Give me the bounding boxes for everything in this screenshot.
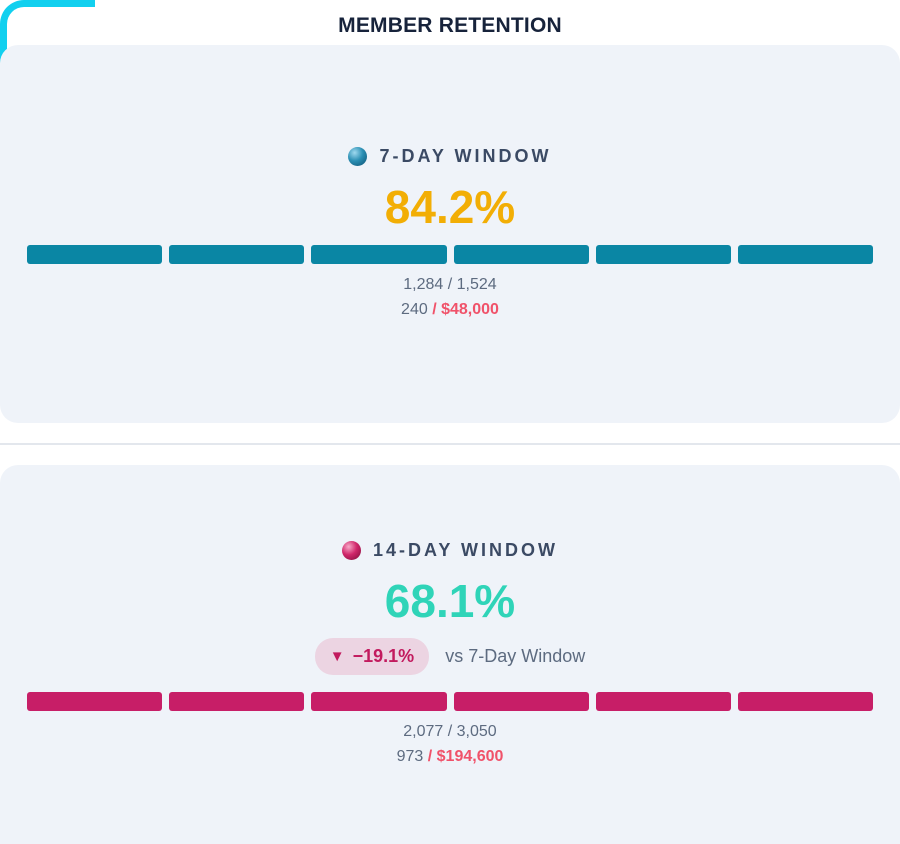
- page-title: MEMBER RETENTION: [338, 14, 562, 37]
- down-triangle-icon: ▼: [329, 648, 345, 665]
- seven-day-count: 240: [401, 301, 428, 318]
- bar-segment: [311, 692, 447, 711]
- frame-corner-top-left: [0, 0, 95, 95]
- seven-day-bar: [27, 245, 874, 264]
- fourteen-day-ratio: 2,077 / 3,050: [403, 723, 497, 740]
- fourteen-day-card: [0, 465, 900, 844]
- bar-segment: [737, 692, 874, 711]
- fourteen-day-bar: [27, 692, 874, 711]
- blue-sphere-icon: [348, 147, 368, 166]
- seven-day-percent: 84.2%: [384, 181, 516, 233]
- delta-value: −19.1%: [352, 646, 415, 666]
- seven-day-card: [0, 45, 900, 423]
- bar-segment: [169, 692, 305, 711]
- seven-day-ratio: 1,284 / 1,524: [403, 276, 497, 293]
- fourteen-day-header: 14-DAY WINDOW: [0, 540, 900, 561]
- bar-segment: [453, 692, 589, 711]
- section-divider: [0, 443, 900, 445]
- seven-day-money: / $48,000: [432, 301, 499, 318]
- fourteen-day-money: / $194,600: [427, 748, 504, 765]
- bar-segment: [27, 692, 163, 711]
- bar-segment: [453, 245, 589, 264]
- bar-segment: [169, 245, 305, 264]
- pink-sphere-icon: [341, 541, 361, 560]
- fourteen-day-label: 14-DAY WINDOW: [372, 540, 559, 560]
- seven-day-value-line: 240 / $48,000: [0, 301, 900, 319]
- bar-segment: [595, 245, 731, 264]
- bar-segment: [595, 692, 731, 711]
- bar-segment: [737, 245, 874, 264]
- delta-row: ▼ −19.1% vs 7-Day Window: [0, 638, 900, 675]
- seven-day-label: 7-DAY WINDOW: [379, 146, 552, 166]
- bar-segment: [27, 245, 163, 264]
- bar-segment: [311, 245, 447, 264]
- delta-comparison: vs 7-Day Window: [445, 646, 586, 666]
- fourteen-day-value-line: 973 / $194,600: [0, 748, 900, 766]
- delta-badge: ▼ −19.1%: [314, 638, 430, 675]
- fourteen-day-percent: 68.1%: [384, 575, 516, 627]
- fourteen-day-count: 973: [396, 748, 424, 765]
- seven-day-header: 7-DAY WINDOW: [0, 146, 900, 167]
